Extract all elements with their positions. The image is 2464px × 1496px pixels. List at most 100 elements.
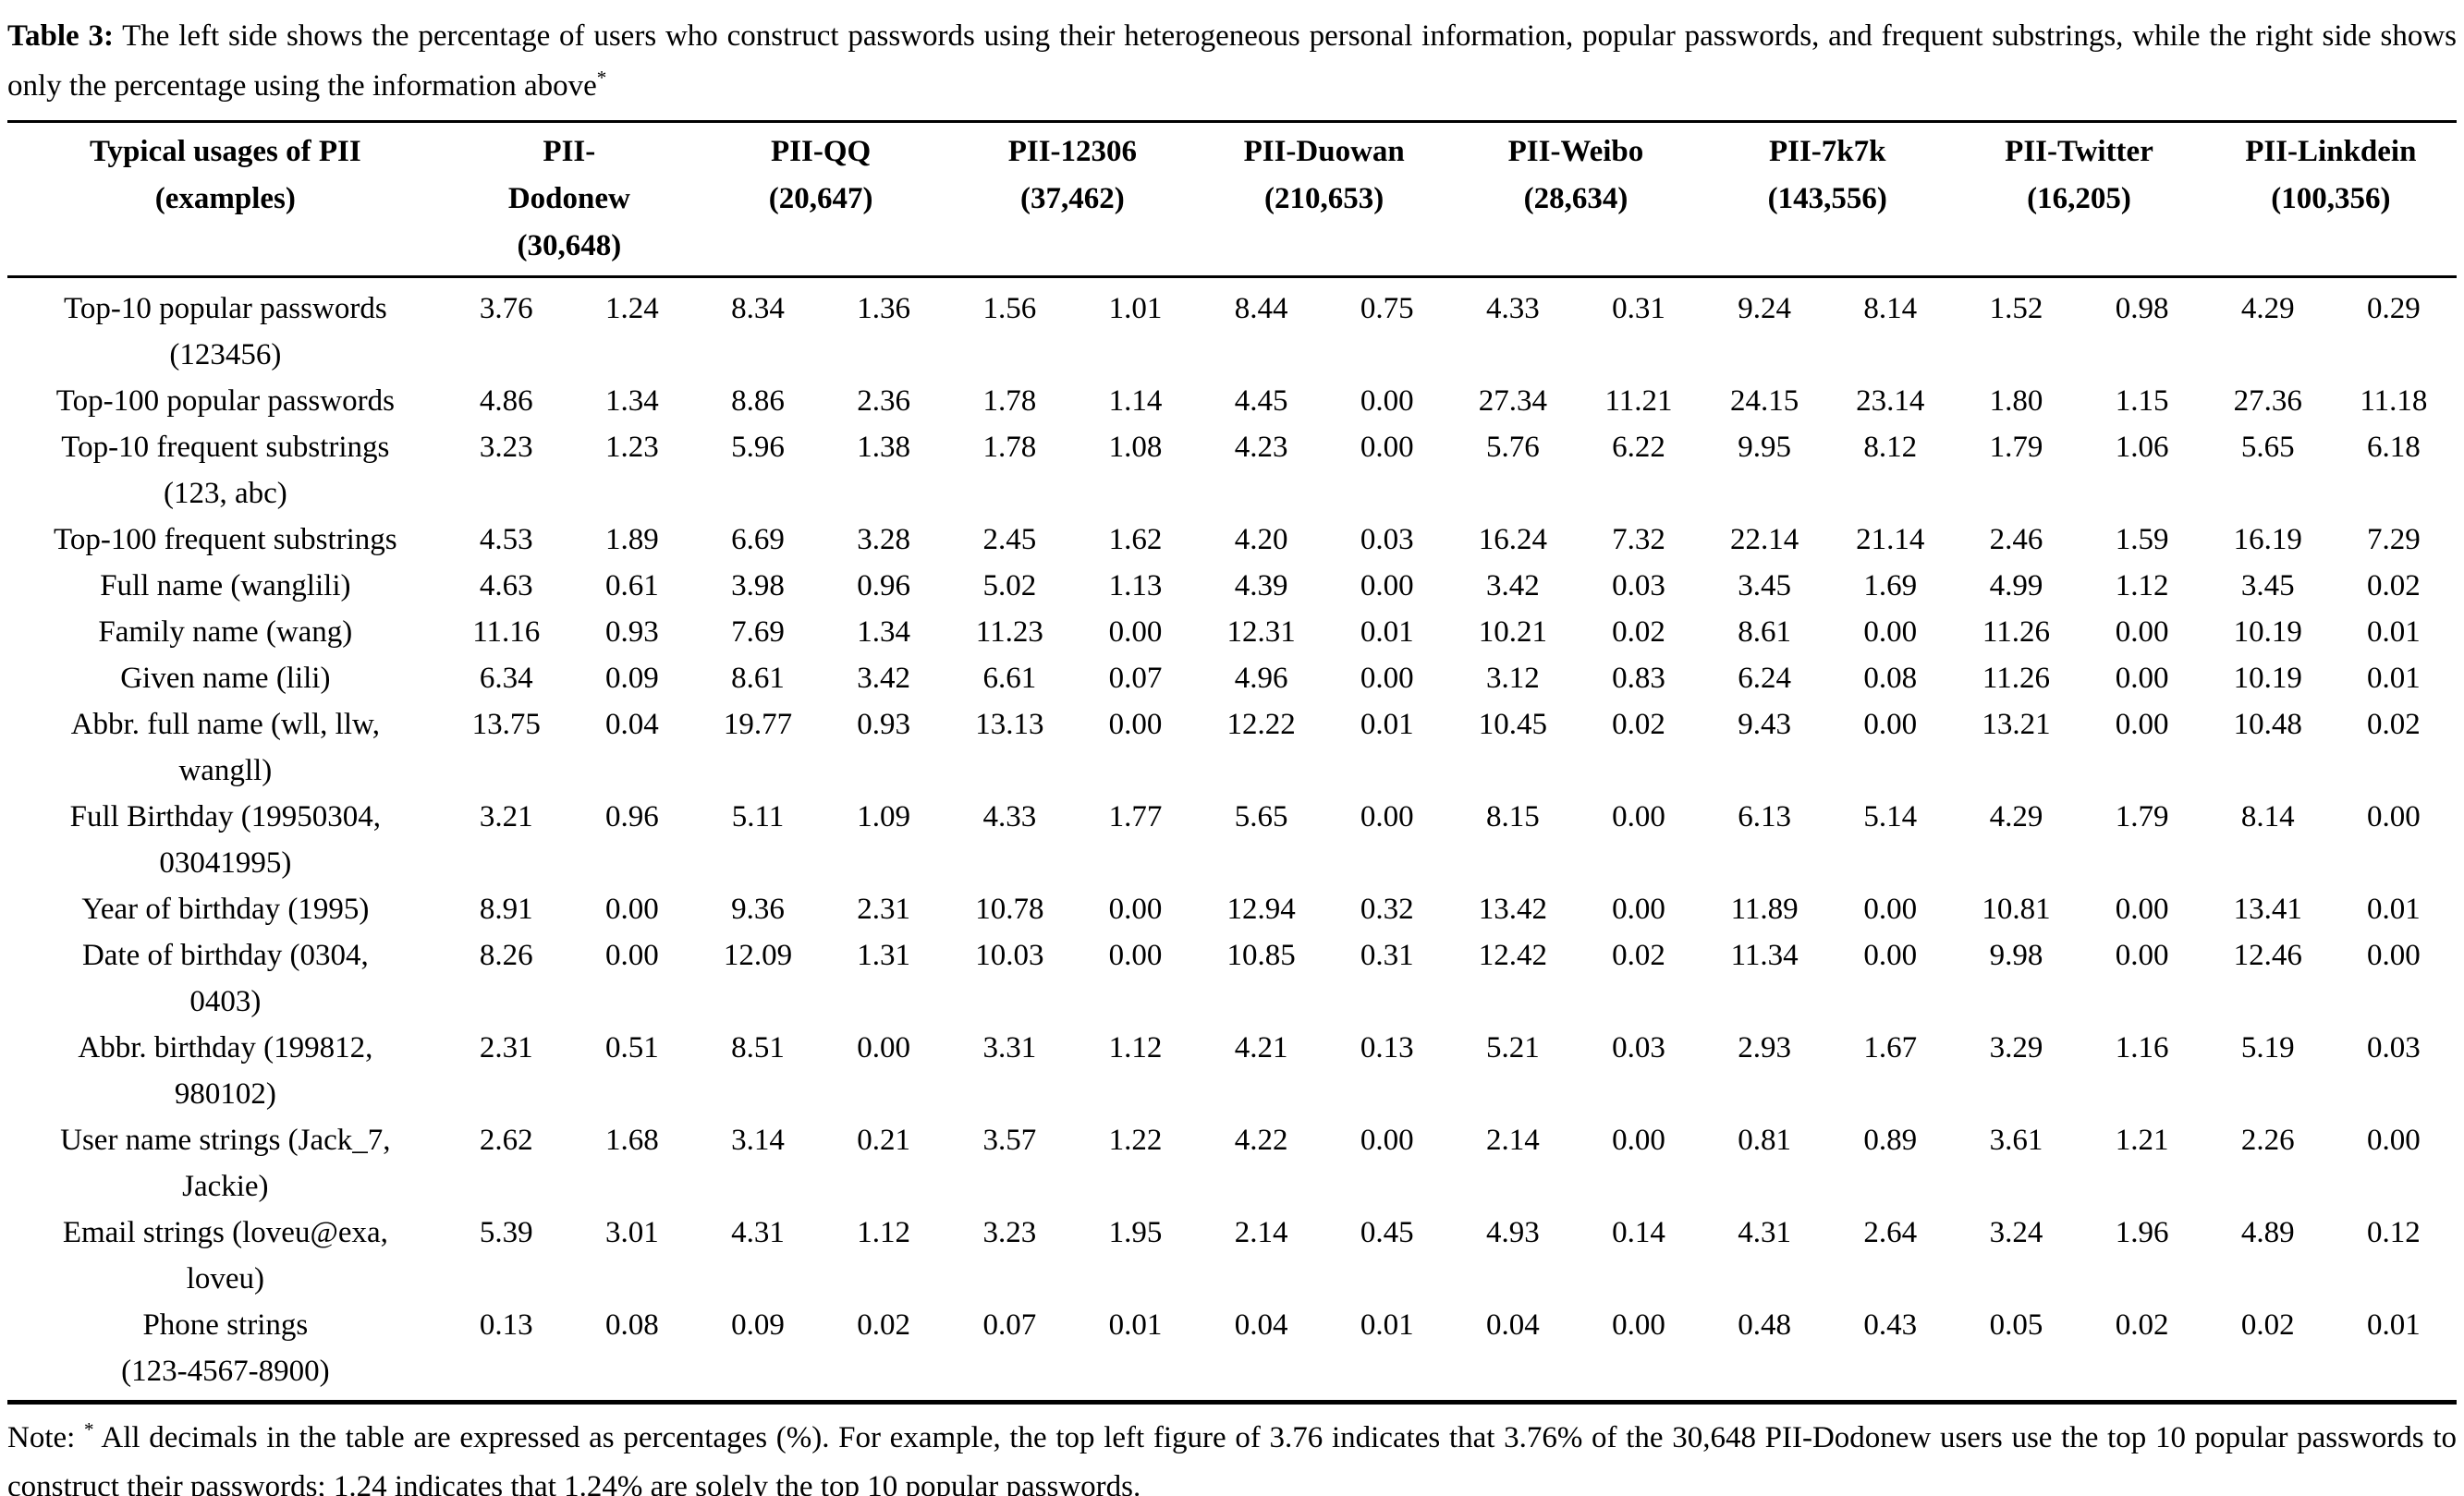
value-cell: 0.93 — [605, 615, 659, 649]
value-cell: 0.00 — [1360, 431, 1414, 464]
value-cell: 4.33 — [982, 800, 1037, 833]
value-cell: 0.75 — [1360, 292, 1414, 325]
value-cell: 0.29 — [2367, 292, 2421, 325]
value-cell: 3.23 — [982, 1216, 1037, 1249]
value-cell: 1.13 — [1108, 569, 1163, 602]
value-cell: 8.14 — [1863, 292, 1918, 325]
table-row: Abbr. full name (wll, llw, wangll) 13.75 0.… — [7, 701, 2457, 794]
value-cell: 5.65 — [1234, 800, 1288, 833]
value-cell: 4.23 — [1234, 431, 1288, 464]
value-cell: 0.04 — [1486, 1308, 1540, 1342]
value-cell: 22.14 — [1730, 523, 1799, 556]
value-cell: 13.41 — [2233, 893, 2302, 926]
row-label-line: 0403) — [189, 985, 262, 1018]
value-cell: 1.08 — [1108, 431, 1163, 464]
row-label: Abbr. birthday (199812, 980102) — [7, 1025, 444, 1117]
value-cell: 0.00 — [1612, 800, 1665, 833]
value-cell: 0.01 — [1108, 1308, 1163, 1342]
value-cell: 0.61 — [605, 569, 659, 602]
value-cell: 1.38 — [857, 431, 911, 464]
value-cell: 5.14 — [1863, 800, 1918, 833]
value-cell: 0.00 — [1108, 893, 1163, 926]
row-label: Abbr. full name (wll, llw, wangll) — [7, 701, 444, 794]
value-cell: 0.00 — [1612, 1308, 1665, 1342]
row-label-line: Phone strings — [142, 1308, 309, 1342]
row-label-line: wangll) — [178, 754, 273, 787]
row-label: Family name (wang) — [7, 609, 444, 655]
value-cell: 6.34 — [479, 662, 533, 695]
row-label: User name strings (Jack_7, Jackie) — [7, 1117, 444, 1210]
value-cell: 4.31 — [731, 1216, 785, 1249]
value-cell: 0.02 — [2367, 708, 2421, 741]
pii-data-table: Typical usages of PII (examples) PII- Dodon… — [7, 120, 2457, 1405]
value-cell: 1.22 — [1108, 1124, 1163, 1157]
value-cell: 1.09 — [857, 800, 911, 833]
value-cell: 0.00 — [2115, 708, 2169, 741]
value-cell: 10.19 — [2233, 662, 2302, 695]
value-cell: 10.78 — [975, 893, 1044, 926]
value-cell: 0.09 — [605, 662, 659, 695]
value-cell: 0.02 — [2240, 1308, 2295, 1342]
header-line: (100,356) — [2271, 182, 2391, 215]
value-cell: 8.15 — [1486, 800, 1540, 833]
table-row: Top-10 popular passwords (123456) 3.76 1.24… — [7, 277, 2457, 379]
value-cell: 1.34 — [857, 615, 911, 649]
value-cell: 2.62 — [479, 1124, 533, 1157]
table-header: Typical usages of PII (examples) PII- Dodon… — [7, 121, 2457, 278]
header-line: PII-12306 — [1007, 135, 1138, 168]
value-cell: 13.75 — [471, 708, 541, 741]
value-cell: 1.12 — [1108, 1031, 1163, 1064]
header-line: PII-Twitter — [2005, 135, 2153, 168]
table-row: Full name (wanglili) 4.63 0.61 3.98 0.96 5.02… — [7, 563, 2457, 609]
value-cell: 0.00 — [857, 1031, 911, 1064]
value-cell: 3.42 — [1486, 569, 1540, 602]
value-cell: 4.29 — [1989, 800, 2043, 833]
value-cell: 1.56 — [982, 292, 1037, 325]
value-cell: 1.79 — [1989, 431, 2043, 464]
value-cell: 12.22 — [1226, 708, 1296, 741]
value-cell: 7.32 — [1612, 523, 1665, 556]
row-label: Top-10 popular passwords (123456) — [7, 277, 444, 379]
value-cell: 0.07 — [982, 1308, 1037, 1342]
column-header-usages: Typical usages of PII (examples) — [7, 121, 444, 278]
value-cell: 1.01 — [1108, 292, 1163, 325]
row-label-line: loveu) — [186, 1262, 264, 1295]
value-cell: 0.01 — [2367, 662, 2421, 695]
column-header-7k7k: PII-7k7k (143,556) — [1702, 121, 1954, 278]
value-cell: 10.45 — [1478, 708, 1547, 741]
value-cell: 1.69 — [1863, 569, 1918, 602]
value-cell: 0.45 — [1360, 1216, 1414, 1249]
value-cell: 0.13 — [1360, 1031, 1414, 1064]
value-cell: 0.00 — [1108, 939, 1163, 972]
header-line: PII-Weibo — [1507, 135, 1644, 168]
value-cell: 1.12 — [857, 1216, 911, 1249]
value-cell: 3.98 — [731, 569, 785, 602]
value-cell: 4.45 — [1234, 384, 1288, 418]
value-cell: 21.14 — [1856, 523, 1925, 556]
value-cell: 4.29 — [2240, 292, 2295, 325]
row-label-line: Abbr. birthday (199812, — [78, 1031, 373, 1064]
value-cell: 27.34 — [1478, 384, 1547, 418]
value-cell: 4.21 — [1234, 1031, 1288, 1064]
table-row: Phone strings (123-4567-8900) 0.13 0.08 0.09… — [7, 1302, 2457, 1403]
value-cell: 3.23 — [479, 431, 533, 464]
row-label-line: User name strings (Jack_7, — [60, 1124, 391, 1157]
value-cell: 10.21 — [1478, 615, 1547, 649]
value-cell: 1.16 — [2115, 1031, 2169, 1064]
value-cell: 0.00 — [1360, 662, 1414, 695]
value-cell: 10.81 — [1982, 893, 2051, 926]
value-cell: 6.13 — [1738, 800, 1792, 833]
value-cell: 1.31 — [857, 939, 911, 972]
value-cell: 4.22 — [1234, 1124, 1288, 1157]
value-cell: 4.31 — [1738, 1216, 1792, 1249]
value-cell: 0.01 — [1360, 615, 1414, 649]
row-label: Given name (lili) — [7, 655, 444, 701]
header-line: (30,648) — [517, 229, 622, 262]
value-cell: 4.53 — [479, 523, 533, 556]
value-cell: 0.01 — [1360, 1308, 1414, 1342]
value-cell: 0.81 — [1738, 1124, 1792, 1157]
caption-label: Table 3: — [7, 19, 114, 53]
table-row: Top-100 popular passwords 4.86 1.34 8.86 2.3… — [7, 378, 2457, 424]
table-row: Given name (lili) 6.34 0.09 8.61 3.42 6.61 0.0… — [7, 655, 2457, 701]
value-cell: 8.86 — [731, 384, 785, 418]
